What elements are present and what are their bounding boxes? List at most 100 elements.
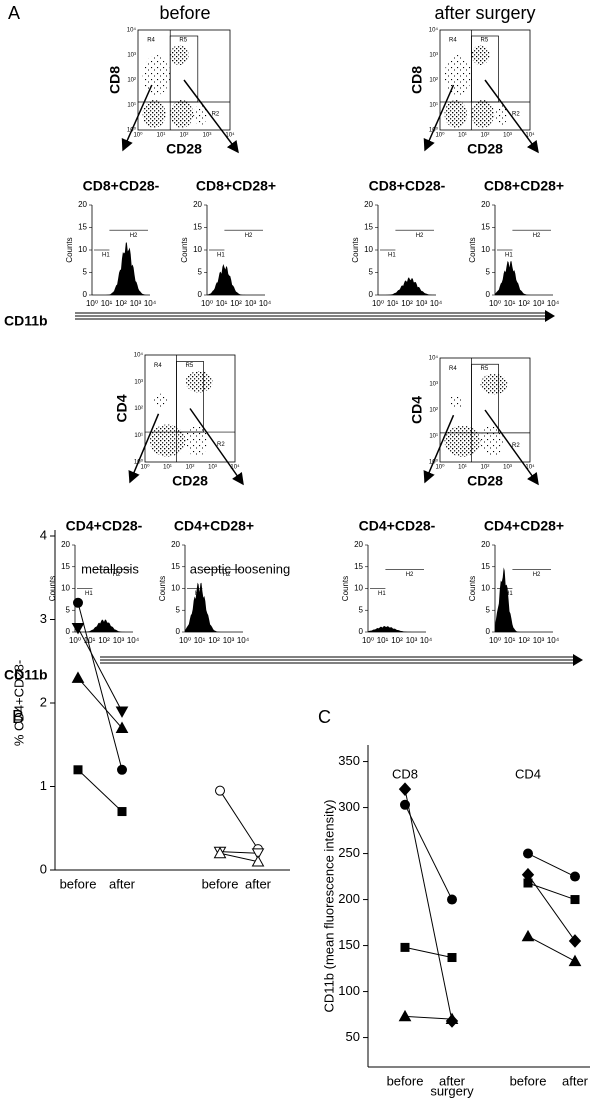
axis-tick-label: 10² — [429, 408, 438, 414]
marker — [73, 597, 83, 608]
gate-label: R2 — [217, 442, 225, 448]
x-tick-label: 10³ — [130, 299, 142, 308]
dot-cluster — [154, 393, 168, 408]
y-tick-label: 0 — [359, 627, 364, 636]
annotation: metallosis — [81, 561, 139, 576]
axis-tick-label: 10³ — [503, 133, 512, 139]
axis-tick-label: 10² — [134, 406, 143, 412]
marker — [117, 764, 127, 775]
y-tick-label: 0 — [176, 627, 181, 636]
marker — [568, 934, 582, 948]
x-tick-label: 10⁴ — [237, 636, 250, 645]
annotation: CD8 — [392, 766, 418, 781]
axis-tick-label: 10³ — [503, 465, 512, 471]
axis-tick-label: 10⁴ — [134, 352, 144, 359]
y-tick-label: 0 — [486, 627, 491, 636]
x-tick-label: 10⁰ — [362, 636, 374, 645]
dot-cluster — [480, 373, 508, 395]
series-line — [219, 790, 259, 850]
marker — [115, 721, 129, 733]
x-tick-label: 10² — [391, 636, 403, 645]
axis-label: Counts — [48, 576, 57, 601]
histogram-shape — [495, 260, 553, 295]
dot-cluster — [142, 100, 166, 128]
axis-label: CD11b — [4, 313, 48, 329]
axis-label: Counts — [180, 237, 189, 262]
y-tick-label: 10 — [481, 584, 490, 593]
axis-label: CD28 — [166, 141, 202, 157]
x-tick-label: 10³ — [533, 299, 545, 308]
arrow-head — [545, 310, 555, 322]
axis-tick-label: 10⁰ — [435, 132, 445, 139]
series-line — [527, 882, 576, 901]
axis-tick-label: 10² — [180, 133, 189, 139]
x-tick-label: 10⁰ — [489, 299, 501, 308]
x-tick-label: 10³ — [245, 299, 257, 308]
x-axis-label: surgery — [430, 1083, 474, 1098]
axis-tick-label: 10¹ — [458, 133, 467, 139]
axis-label: Counts — [158, 576, 167, 601]
series-line — [404, 1015, 453, 1020]
axis-tick-label: 10⁰ — [435, 464, 445, 471]
axis-tick-label: 10³ — [429, 382, 438, 388]
axis-tick-label: 10³ — [127, 53, 136, 59]
axis-tick-label: 10³ — [134, 379, 143, 385]
gate-label: H2 — [533, 572, 541, 578]
gate-label: H2 — [416, 233, 424, 239]
gate-label: H1 — [217, 253, 225, 259]
dot-cluster — [185, 371, 213, 393]
gate-label: H1 — [388, 253, 396, 259]
x-tick-label: 10⁴ — [144, 299, 157, 308]
gate-label: H1 — [505, 253, 513, 259]
gate-label: R2 — [512, 112, 520, 118]
x-tick-label: before — [387, 1073, 424, 1088]
axis-tick-label: 10⁰ — [133, 132, 143, 139]
gate — [471, 363, 499, 434]
marker — [251, 848, 265, 860]
series-line — [404, 804, 453, 900]
dot-cluster — [480, 425, 503, 457]
axis-label: CD28 — [467, 141, 503, 157]
y-tick-label: 15 — [193, 223, 202, 232]
axis-tick-label: 10⁴ — [127, 27, 137, 34]
histogram-shape — [185, 582, 243, 632]
gate-label: R5 — [481, 38, 489, 44]
x-tick-label: 10⁰ — [372, 299, 384, 308]
x-tick-label: 10⁰ — [69, 636, 81, 645]
marker — [570, 871, 580, 882]
x-tick-label: 10² — [98, 636, 110, 645]
dot-cluster — [444, 100, 467, 128]
y-tick-label: 20 — [354, 540, 363, 549]
marker — [251, 855, 265, 867]
arrow — [423, 84, 455, 152]
gate-label: H2 — [223, 572, 231, 578]
y-tick-label: 0 — [40, 861, 47, 876]
axis-tick-label: 10¹ — [458, 465, 467, 471]
axis-tick-label: 10⁴ — [429, 355, 439, 362]
marker — [215, 785, 225, 796]
dot-cluster — [449, 395, 463, 409]
marker — [400, 942, 410, 952]
histogram-title: CD4+CD28+ — [174, 518, 254, 534]
x-tick-label: after — [109, 876, 136, 891]
y-tick-label: 3 — [40, 611, 47, 626]
y-tick-label: 4 — [40, 527, 47, 542]
y-tick-label: 10 — [193, 245, 202, 254]
gate-label: R2 — [212, 112, 220, 118]
y-tick-label: 10 — [171, 584, 180, 593]
x-tick-label: 10⁴ — [547, 636, 560, 645]
annotation: aseptic loosening — [190, 561, 290, 576]
y-tick-label: 0 — [486, 290, 491, 299]
x-tick-label: 10³ — [406, 636, 418, 645]
axis-tick-label: 10⁴ — [525, 464, 535, 471]
marker — [117, 807, 127, 817]
x-tick-label: 10⁰ — [86, 299, 98, 308]
y-tick-label: 5 — [359, 605, 364, 614]
gate-label: H1 — [102, 253, 110, 259]
axis-label: Counts — [468, 576, 477, 601]
series-line — [77, 769, 123, 812]
y-tick-label: 10 — [61, 584, 70, 593]
marker — [447, 953, 457, 963]
x-tick-label: before — [202, 876, 239, 891]
